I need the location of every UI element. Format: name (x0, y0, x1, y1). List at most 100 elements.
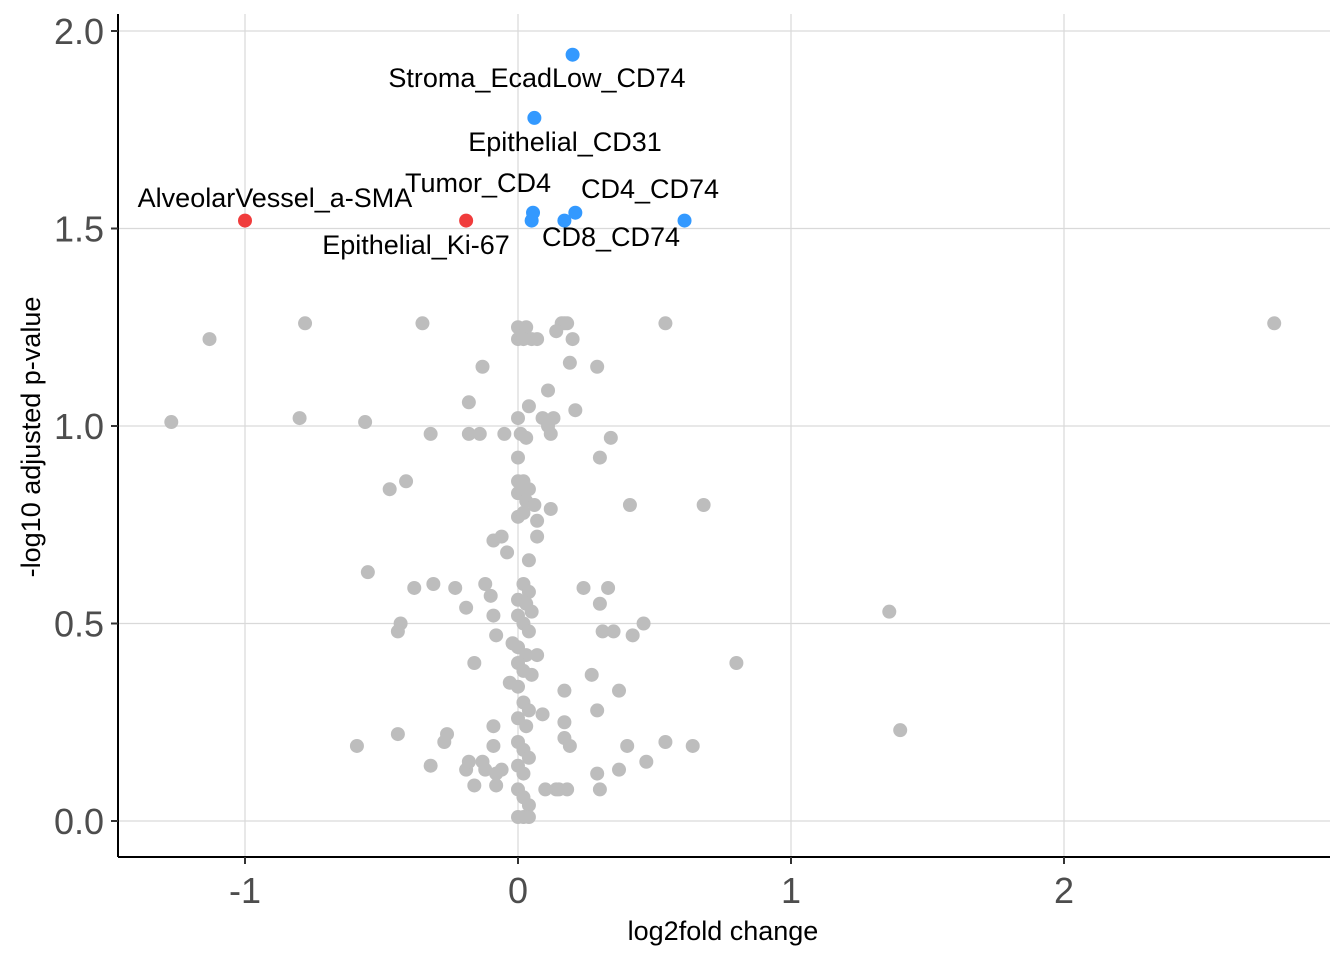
point-not-significant (202, 332, 217, 347)
point-not-significant (521, 584, 536, 599)
x-tick-label: -1 (229, 870, 261, 911)
point-not-significant (494, 762, 509, 777)
point-not-significant (478, 577, 493, 591)
point-not-significant (521, 750, 536, 765)
point-not-significant (590, 766, 605, 781)
point-not-significant (521, 624, 536, 639)
point-up-regulated (527, 110, 542, 125)
point-not-significant (423, 426, 438, 441)
point-not-significant (164, 415, 179, 430)
point-not-significant (576, 580, 591, 595)
y-tick-label: 2.0 (54, 11, 104, 52)
point-not-significant (606, 624, 621, 639)
point-not-significant (590, 359, 605, 374)
y-tick-label: 0.5 (54, 604, 104, 645)
point-not-significant (612, 762, 627, 777)
point-not-significant (292, 411, 307, 426)
point-not-significant (390, 727, 405, 742)
point-labels: Stroma_EcadLow_CD74 Epithelial_CD31 Tumor_… (138, 63, 719, 260)
point-not-significant (519, 430, 534, 445)
point-not-significant (486, 608, 501, 623)
point-not-significant (527, 498, 542, 512)
point-not-significant (625, 628, 640, 643)
grid-lines (118, 14, 1330, 857)
point-not-significant (592, 596, 607, 611)
point-not-significant (893, 723, 908, 738)
point-label: AlveolarVessel_a-SMA (138, 183, 413, 213)
point-not-significant (415, 316, 430, 331)
point-not-significant (478, 762, 493, 777)
point-up-regulated (526, 205, 541, 220)
point-not-significant (437, 735, 452, 749)
y-tick-label: 1.5 (54, 209, 104, 250)
point-not-significant (475, 359, 490, 374)
point-not-significant (461, 426, 476, 441)
point-not-significant (543, 501, 558, 516)
point-not-significant (543, 426, 558, 441)
point-not-significant (521, 703, 536, 718)
point-not-significant (521, 553, 536, 568)
point-not-significant (565, 332, 580, 347)
point-label: CD8_CD74 (542, 222, 680, 252)
point-not-significant (399, 474, 414, 489)
point-not-significant (360, 565, 375, 580)
point-not-significant (358, 415, 373, 430)
point-not-significant (592, 450, 607, 465)
point-not-significant (500, 545, 515, 560)
point-not-significant (516, 766, 531, 781)
point-not-significant (612, 683, 627, 698)
data-points (164, 47, 1282, 825)
point-down-regulated (459, 213, 474, 228)
point-not-significant (390, 624, 405, 639)
point-not-significant (535, 707, 550, 722)
point-not-significant (530, 513, 545, 528)
point-not-significant (511, 679, 525, 694)
point-not-significant (494, 529, 509, 544)
point-not-significant (590, 703, 605, 718)
tick-labels: -1 0 1 2 0.0 0.5 1.0 1.5 2.0 (54, 11, 1074, 911)
point-not-significant (423, 758, 438, 773)
point-label: CD4_CD74 (581, 174, 719, 204)
point-down-regulated (238, 213, 252, 228)
point-not-significant (603, 430, 618, 445)
point-not-significant (595, 624, 610, 639)
point-not-significant (685, 738, 700, 753)
point-not-significant (601, 580, 616, 595)
point-not-significant (459, 600, 474, 615)
x-axis-title: log2fold change (628, 916, 819, 946)
point-not-significant (882, 604, 897, 619)
point-not-significant (461, 754, 476, 769)
point-not-significant (696, 498, 711, 512)
point-not-significant (521, 482, 536, 497)
point-up-regulated (568, 205, 583, 220)
point-not-significant (639, 754, 654, 769)
point-not-significant (524, 667, 539, 682)
point-not-significant (584, 667, 599, 682)
point-not-significant (530, 648, 545, 663)
point-not-significant (562, 355, 577, 370)
point-not-significant (486, 738, 501, 753)
point-not-significant (524, 604, 539, 619)
point-not-significant (530, 529, 545, 544)
point-not-significant (407, 580, 422, 595)
point-not-significant (486, 719, 501, 734)
point-not-significant (511, 450, 525, 465)
point-not-significant (729, 656, 744, 670)
point-not-significant (489, 628, 504, 643)
point-not-significant (560, 782, 575, 797)
point-up-regulated (677, 213, 692, 228)
point-not-significant (541, 383, 556, 398)
point-up-regulated (565, 47, 580, 62)
point-not-significant (546, 411, 561, 426)
x-tick-label: 0 (508, 870, 528, 911)
point-label: Epithelial_Ki-67 (322, 230, 510, 260)
point-not-significant (483, 588, 498, 603)
point-up-regulated (557, 213, 572, 228)
point-not-significant (560, 316, 575, 331)
point-not-significant (658, 735, 673, 749)
point-not-significant (467, 656, 482, 670)
x-tick-label: 1 (781, 870, 801, 911)
point-not-significant (530, 332, 545, 347)
point-not-significant (549, 324, 564, 339)
